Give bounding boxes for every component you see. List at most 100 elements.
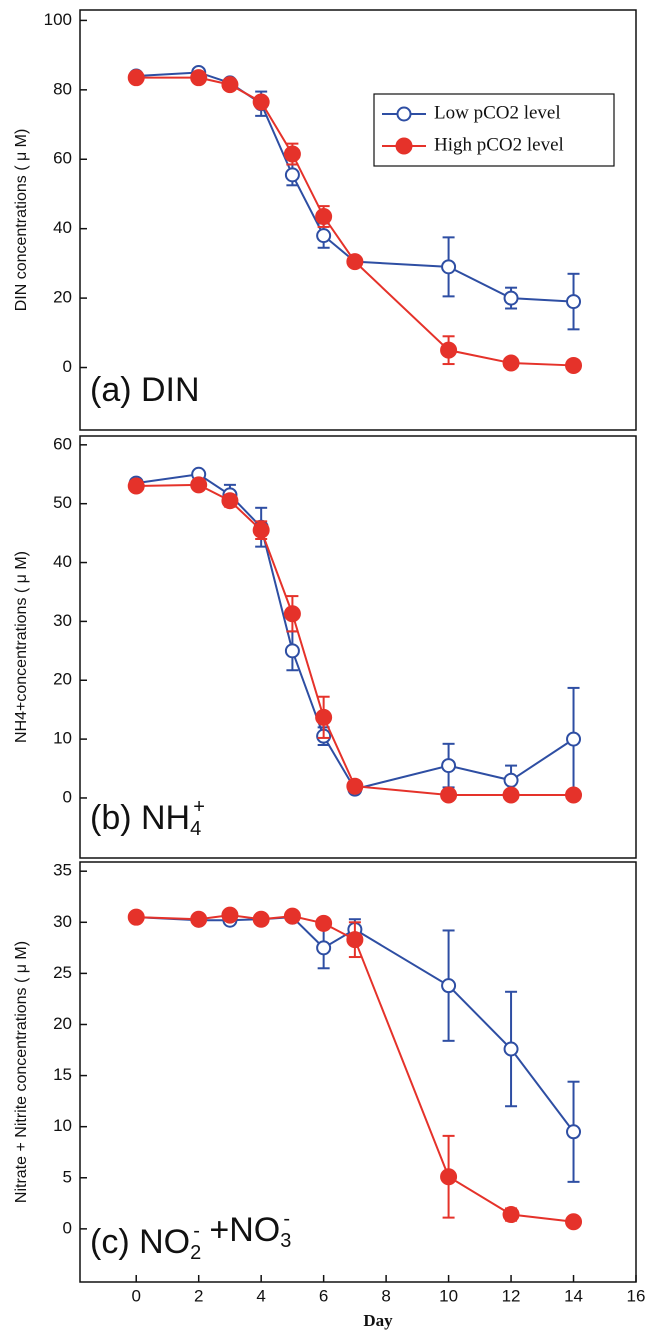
y-tick-label: 5 bbox=[63, 1167, 72, 1186]
legend-label: High pCO2 level bbox=[434, 134, 564, 155]
data-point bbox=[441, 978, 457, 994]
data-point bbox=[565, 1213, 583, 1231]
data-point bbox=[565, 356, 583, 374]
data-point bbox=[316, 228, 332, 244]
data-point bbox=[346, 253, 364, 271]
y-axis-label: Nitrate + Nitrite concentrations ( μ M) bbox=[13, 941, 30, 1203]
data-point bbox=[565, 786, 583, 804]
data-point bbox=[315, 708, 333, 726]
y-tick-label: 40 bbox=[53, 552, 72, 571]
data-point bbox=[252, 521, 270, 539]
series-line bbox=[136, 473, 575, 791]
y-tick-label: 20 bbox=[53, 288, 72, 307]
data-point bbox=[190, 69, 208, 87]
y-tick-label: 10 bbox=[53, 1116, 72, 1135]
plot-frame bbox=[79, 435, 637, 859]
y-tick-label: 0 bbox=[63, 357, 72, 376]
y-tick-label: 40 bbox=[53, 218, 72, 237]
data-point bbox=[190, 910, 208, 928]
legend-marker bbox=[396, 106, 412, 122]
x-tick-label: 12 bbox=[502, 1286, 521, 1305]
panel-label-sup: - bbox=[283, 1208, 290, 1230]
y-tick-label: 25 bbox=[53, 963, 72, 982]
panel-label: (a) DIN bbox=[90, 371, 200, 409]
data-point bbox=[346, 931, 364, 949]
x-tick-label: 10 bbox=[439, 1286, 458, 1305]
y-tick-label: 0 bbox=[63, 787, 72, 806]
panel-label-text: +NO bbox=[200, 1211, 280, 1249]
data-point bbox=[127, 69, 145, 87]
panel-label-sub: 3 bbox=[280, 1230, 291, 1252]
data-point bbox=[283, 145, 301, 163]
data-point bbox=[503, 1041, 519, 1057]
y-tick-label: 30 bbox=[53, 912, 72, 931]
data-point bbox=[252, 93, 270, 111]
panel-label: (c) NO2- +NO3- bbox=[90, 1208, 291, 1264]
x-tick-label: 16 bbox=[627, 1286, 646, 1305]
series-line bbox=[136, 71, 574, 303]
x-tick-label: 0 bbox=[131, 1286, 140, 1305]
series-line bbox=[136, 483, 574, 797]
x-axis-label: Day bbox=[363, 1311, 393, 1330]
data-point bbox=[127, 908, 145, 926]
plot-frame bbox=[79, 861, 637, 1283]
data-point bbox=[566, 731, 582, 747]
x-tick-label: 14 bbox=[564, 1286, 583, 1305]
data-point bbox=[566, 294, 582, 310]
data-point bbox=[566, 1124, 582, 1140]
y-tick-label: 50 bbox=[53, 493, 72, 512]
data-point bbox=[283, 605, 301, 623]
y-tick-label: 60 bbox=[53, 434, 72, 453]
data-point bbox=[503, 772, 519, 788]
data-point bbox=[221, 492, 239, 510]
data-point bbox=[252, 910, 270, 928]
data-point bbox=[221, 906, 239, 924]
x-tick-label: 4 bbox=[256, 1286, 265, 1305]
data-point bbox=[503, 290, 519, 306]
panel-label-sup: + bbox=[193, 796, 205, 818]
panel-label-sup: - bbox=[193, 1220, 200, 1242]
data-point bbox=[284, 643, 300, 659]
data-point bbox=[284, 167, 300, 183]
legend-marker bbox=[395, 137, 413, 155]
data-point bbox=[127, 477, 145, 495]
panel-label-text: (c) NO bbox=[90, 1223, 190, 1261]
panel-label-text: (b) NH bbox=[90, 799, 190, 837]
panel-label-sub: 4 bbox=[190, 818, 201, 840]
y-tick-label: 10 bbox=[53, 729, 72, 748]
data-point bbox=[315, 914, 333, 932]
data-point bbox=[283, 907, 301, 925]
data-point bbox=[441, 259, 457, 275]
data-point bbox=[440, 1168, 458, 1186]
panel-label: (b) NH4+ bbox=[90, 796, 205, 840]
series-line bbox=[136, 914, 574, 1223]
series-line bbox=[136, 76, 574, 367]
legend-label: Low pCO2 level bbox=[434, 102, 561, 123]
y-tick-label: 30 bbox=[53, 611, 72, 630]
legend-frame bbox=[373, 93, 615, 167]
data-point bbox=[346, 777, 364, 795]
y-tick-label: 20 bbox=[53, 670, 72, 689]
panel-label-sub: 2 bbox=[190, 1242, 201, 1264]
series-line bbox=[136, 916, 575, 1133]
data-point bbox=[502, 786, 520, 804]
y-axis-label: NH4+concentrations ( μ M) bbox=[13, 551, 30, 743]
legend: Low pCO2 level High pCO2 level bbox=[373, 93, 615, 167]
y-tick-label: 100 bbox=[44, 10, 72, 29]
y-tick-label: 0 bbox=[63, 1218, 72, 1237]
data-point bbox=[502, 354, 520, 372]
x-tick-label: 6 bbox=[319, 1286, 328, 1305]
y-tick-label: 20 bbox=[53, 1014, 72, 1033]
data-point bbox=[440, 341, 458, 359]
data-point bbox=[316, 940, 332, 956]
plot-frame bbox=[79, 9, 637, 431]
y-tick-label: 35 bbox=[53, 861, 72, 880]
data-point bbox=[441, 758, 457, 774]
data-point bbox=[221, 76, 239, 94]
y-tick-label: 80 bbox=[53, 79, 72, 98]
data-point bbox=[502, 1206, 520, 1224]
panel-label-text: (a) DIN bbox=[90, 371, 200, 409]
y-axis-label: DIN concentrations ( μ M) bbox=[13, 129, 30, 312]
